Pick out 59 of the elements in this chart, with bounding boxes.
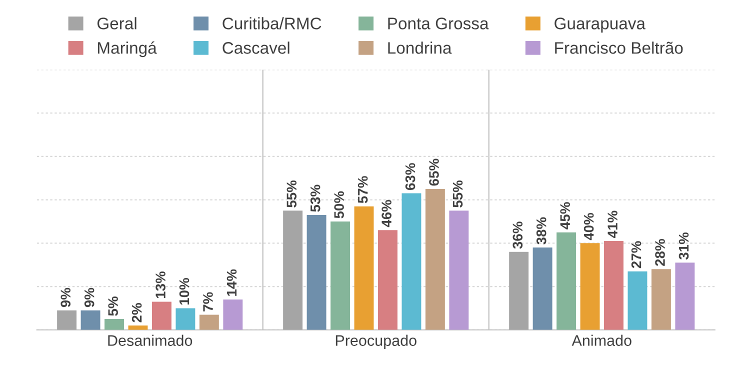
bar	[176, 308, 196, 330]
data-label: 28%	[655, 238, 665, 266]
data-label: 53%	[310, 184, 320, 212]
data-label: 55%	[286, 180, 297, 208]
bar	[354, 206, 374, 330]
bar	[128, 326, 148, 330]
data-label: 7%	[203, 292, 213, 312]
data-label: 50%	[334, 191, 344, 218]
bar	[283, 210, 303, 330]
data-label: 55%	[452, 180, 463, 208]
data-label: 31%	[678, 232, 689, 260]
data-label: 13%	[156, 271, 166, 298]
data-label: 10%	[179, 278, 190, 305]
x-tick-label: Animado	[572, 334, 632, 346]
bar	[378, 230, 398, 330]
legend-label: Curitiba/RMC	[222, 17, 322, 30]
bar	[604, 240, 624, 330]
data-label: 38%	[536, 217, 546, 244]
data-label: 36%	[512, 222, 523, 249]
legend-label: Ponta Grossa	[388, 18, 489, 30]
data-label: 5%	[108, 296, 118, 316]
bar	[223, 300, 243, 330]
data-label: 27%	[631, 241, 642, 268]
bar	[330, 221, 350, 330]
bar	[509, 252, 529, 330]
legend-label: Guarapuava	[554, 18, 646, 33]
data-label: 9%	[84, 288, 94, 308]
bar	[199, 314, 219, 330]
legend-label: Francisco Beltrão	[555, 42, 683, 54]
data-label: 45%	[560, 202, 570, 230]
x-tick-label: Desanimado	[108, 334, 192, 346]
legend-label: Cascavel	[222, 42, 290, 54]
data-label: 2%	[132, 303, 142, 322]
bar	[306, 214, 326, 330]
bar	[152, 302, 172, 330]
bar	[104, 319, 124, 330]
bar	[57, 310, 77, 330]
bar	[556, 232, 576, 330]
data-label: 46%	[382, 200, 392, 228]
data-label: 63%	[405, 163, 416, 190]
bar	[80, 310, 100, 330]
bar	[425, 188, 445, 330]
bar	[532, 248, 552, 330]
data-label: 57%	[358, 176, 368, 204]
bar	[628, 271, 648, 330]
legend-label: Geral	[97, 17, 136, 30]
data-label: 14%	[226, 269, 237, 296]
data-label: 9%	[60, 288, 71, 308]
x-tick-label: Preocupado	[336, 334, 416, 349]
legend-label: Londrina	[388, 42, 452, 54]
data-label: 41%	[608, 210, 618, 238]
bar	[651, 269, 671, 330]
bar	[402, 193, 422, 330]
bar	[580, 243, 600, 330]
data-label: 65%	[429, 158, 439, 186]
legend-label: Maringá	[98, 41, 157, 58]
bar	[449, 210, 469, 330]
data-label: 40%	[584, 212, 594, 240]
bar	[675, 262, 695, 330]
